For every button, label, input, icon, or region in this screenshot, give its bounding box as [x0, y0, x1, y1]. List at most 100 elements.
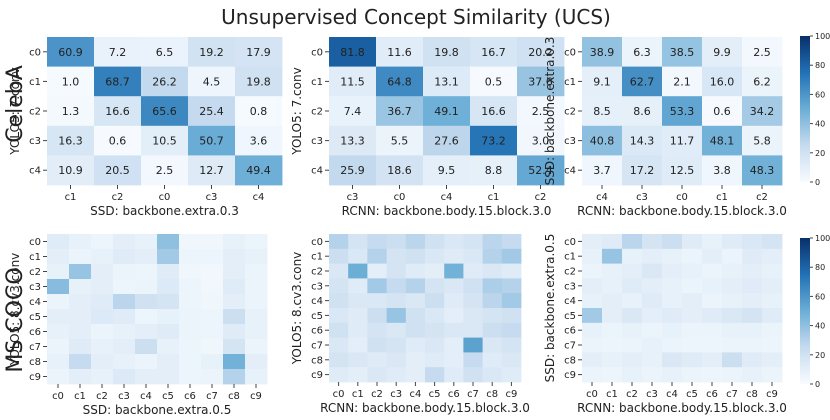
- heatmap-cell: [501, 293, 522, 309]
- heatmap-cell: [702, 322, 723, 338]
- heatmap-cell: [47, 234, 70, 250]
- heatmap-cell: [722, 278, 743, 294]
- heatmap-cell: [201, 324, 224, 340]
- heatmap-cell: [762, 367, 783, 383]
- heatmap-cell: [622, 234, 643, 250]
- heatmap-cell: [223, 339, 246, 355]
- row-label-celeba: CelebA: [3, 65, 28, 143]
- heatmap-cell: [329, 234, 349, 250]
- heatmap-cell: [405, 367, 426, 383]
- heatmap-cell-value: 48.1: [710, 135, 735, 148]
- heatmap-cell: [622, 308, 643, 324]
- heatmap-cell: [47, 37, 95, 67]
- x-tick-label: c0: [52, 391, 64, 402]
- y-tick-label: c0: [564, 47, 576, 58]
- y-tick-label: c1: [564, 252, 576, 263]
- heatmap-cell: [662, 322, 683, 338]
- colorbar-tick-label: 40: [815, 120, 825, 129]
- heatmap-cell: [702, 37, 743, 67]
- heatmap-cell: [425, 308, 445, 324]
- heatmap-cell: [157, 354, 180, 370]
- heatmap-cell: [662, 308, 683, 324]
- heatmap-cell-value: 12.7: [199, 164, 224, 177]
- heatmap-cell: [223, 279, 246, 295]
- heatmap-cell: [135, 264, 158, 280]
- heatmap-cell-value: 9.1: [593, 75, 611, 88]
- x-tick-label: c3: [646, 389, 658, 400]
- heatmap-cell: [501, 234, 522, 250]
- y-tick-label: c3: [29, 282, 41, 293]
- heatmap-cell: [642, 322, 663, 338]
- heatmap-cell: [742, 308, 763, 324]
- y-tick-label: c1: [311, 77, 323, 88]
- heatmap-cell: [602, 234, 623, 250]
- heatmap-cell: [444, 234, 464, 250]
- colorbar-tick-label: 20: [815, 149, 825, 158]
- heatmap-cell: [405, 322, 426, 338]
- heatmap-cell-value: 9.5: [438, 164, 456, 177]
- heatmap-cell: [245, 294, 268, 310]
- heatmap-cell: [94, 66, 142, 97]
- y-tick-label: c0: [564, 237, 576, 248]
- y-tick-label: c4: [29, 297, 41, 308]
- heatmap-cell: [348, 367, 368, 383]
- heatmap-cell-value: 64.8: [387, 75, 412, 88]
- y-tick-label: c8: [311, 355, 323, 366]
- colorbar-tick-label: 100: [815, 234, 830, 243]
- heatmap-cell: [245, 369, 268, 385]
- heatmap-cell-value: 60.9: [58, 46, 83, 59]
- heatmap-cell: [682, 337, 703, 353]
- heatmap-cell: [482, 263, 503, 279]
- colorbar-tick-label: 60: [815, 90, 825, 99]
- heatmap-cell: [245, 339, 268, 355]
- x-tick-label: c6: [184, 391, 196, 402]
- heatmap-cell: [682, 352, 703, 368]
- heatmap-cell: [702, 234, 723, 250]
- heatmap-cell: [201, 264, 224, 280]
- y-axis-label: SSD: backbone.extra.0.5: [543, 234, 557, 383]
- heatmap-cell: [582, 337, 603, 353]
- heatmap-cell: [201, 234, 224, 250]
- heatmap-cell: [329, 308, 349, 324]
- heatmap-cell: [602, 293, 623, 309]
- heatmap-cell: [188, 96, 236, 127]
- heatmap-cell-value: 11.6: [387, 46, 412, 59]
- heatmap-cell: [386, 308, 407, 324]
- heatmap-cell: [702, 337, 723, 353]
- heatmap-cell: [662, 37, 703, 67]
- heatmap-cell: [386, 352, 407, 368]
- heatmap-cell: [69, 264, 92, 280]
- x-axis-label: RCNN: backbone.body.15.block.3.0: [577, 401, 787, 415]
- heatmap-cell: [682, 367, 703, 383]
- heatmap-cell-value: 7.4: [344, 105, 362, 118]
- heatmap-cell: [348, 322, 368, 338]
- heatmap-cell: [742, 322, 763, 338]
- heatmap-cell: [501, 367, 522, 383]
- heatmap-cell: [91, 279, 114, 295]
- y-tick-label: c2: [564, 267, 576, 278]
- heatmap-cell: [113, 324, 136, 340]
- x-tick-label: c3: [118, 391, 130, 402]
- heatmap-cell-value: 13.1: [434, 75, 459, 88]
- heatmap-cell: [501, 322, 522, 338]
- y-axis-label: YOLO5: 7.conv: [8, 67, 22, 155]
- heatmap-cell-value: 9.9: [713, 46, 731, 59]
- heatmap-cell: [425, 352, 445, 368]
- heatmap-cell: [425, 263, 445, 279]
- heatmap-cell: [367, 248, 387, 264]
- y-tick-label: c2: [311, 107, 323, 118]
- heatmap-cell: [91, 309, 114, 325]
- heatmap-cell-value: 38.5: [670, 46, 695, 59]
- heatmap-cell: [742, 234, 763, 250]
- x-tick-label: c2: [96, 391, 108, 402]
- heatmap-cell: [642, 308, 663, 324]
- heatmap-cell: [682, 308, 703, 324]
- heatmap-cell-value: 0.6: [713, 105, 731, 118]
- heatmap-cell: [482, 352, 503, 368]
- heatmap-panel-0: 60.9 7.2 6.5 19.2 17.9 1.0 68.7 26.2 4.5 19.8 1.3 1…: [8, 37, 283, 218]
- heatmap-cell: [47, 155, 95, 186]
- heatmap-cell: [602, 308, 623, 324]
- heatmap-cell: [329, 278, 349, 294]
- heatmap-cell: [329, 337, 349, 353]
